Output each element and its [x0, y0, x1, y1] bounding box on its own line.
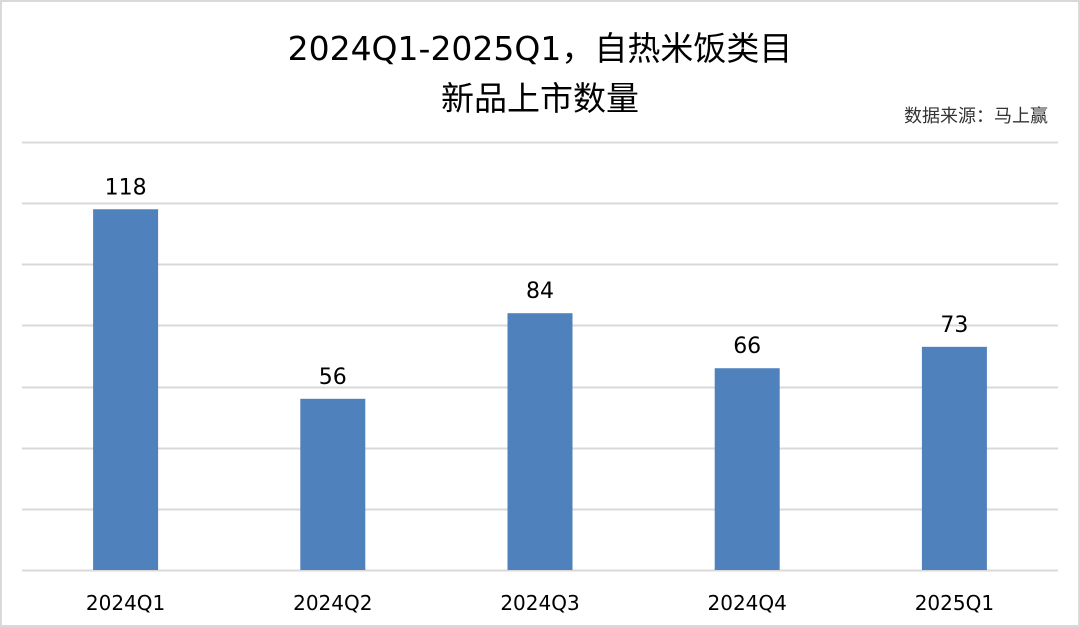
data-label: 84: [526, 279, 554, 304]
chart-title-line-1: 2024Q1-2025Q1，自热米饭类目: [287, 29, 793, 68]
bar: [507, 313, 573, 570]
x-tick-label: 2024Q2: [293, 591, 372, 615]
data-label: 73: [940, 313, 968, 338]
x-tick-label: 2024Q3: [500, 591, 579, 615]
chart-title-line-2: 新品上市数量: [441, 79, 639, 118]
x-tick-label: 2025Q1: [915, 591, 994, 615]
x-tick-label: 2024Q4: [708, 591, 787, 615]
data-label: 118: [105, 175, 147, 200]
x-tick-label: 2024Q1: [86, 591, 165, 615]
bar: [714, 368, 780, 570]
data-label: 66: [733, 334, 761, 359]
bar: [93, 209, 159, 570]
bar: [921, 346, 987, 570]
data-source-note: 数据来源：马上赢: [904, 106, 1048, 127]
data-label: 56: [319, 365, 347, 390]
bar: [300, 398, 366, 570]
